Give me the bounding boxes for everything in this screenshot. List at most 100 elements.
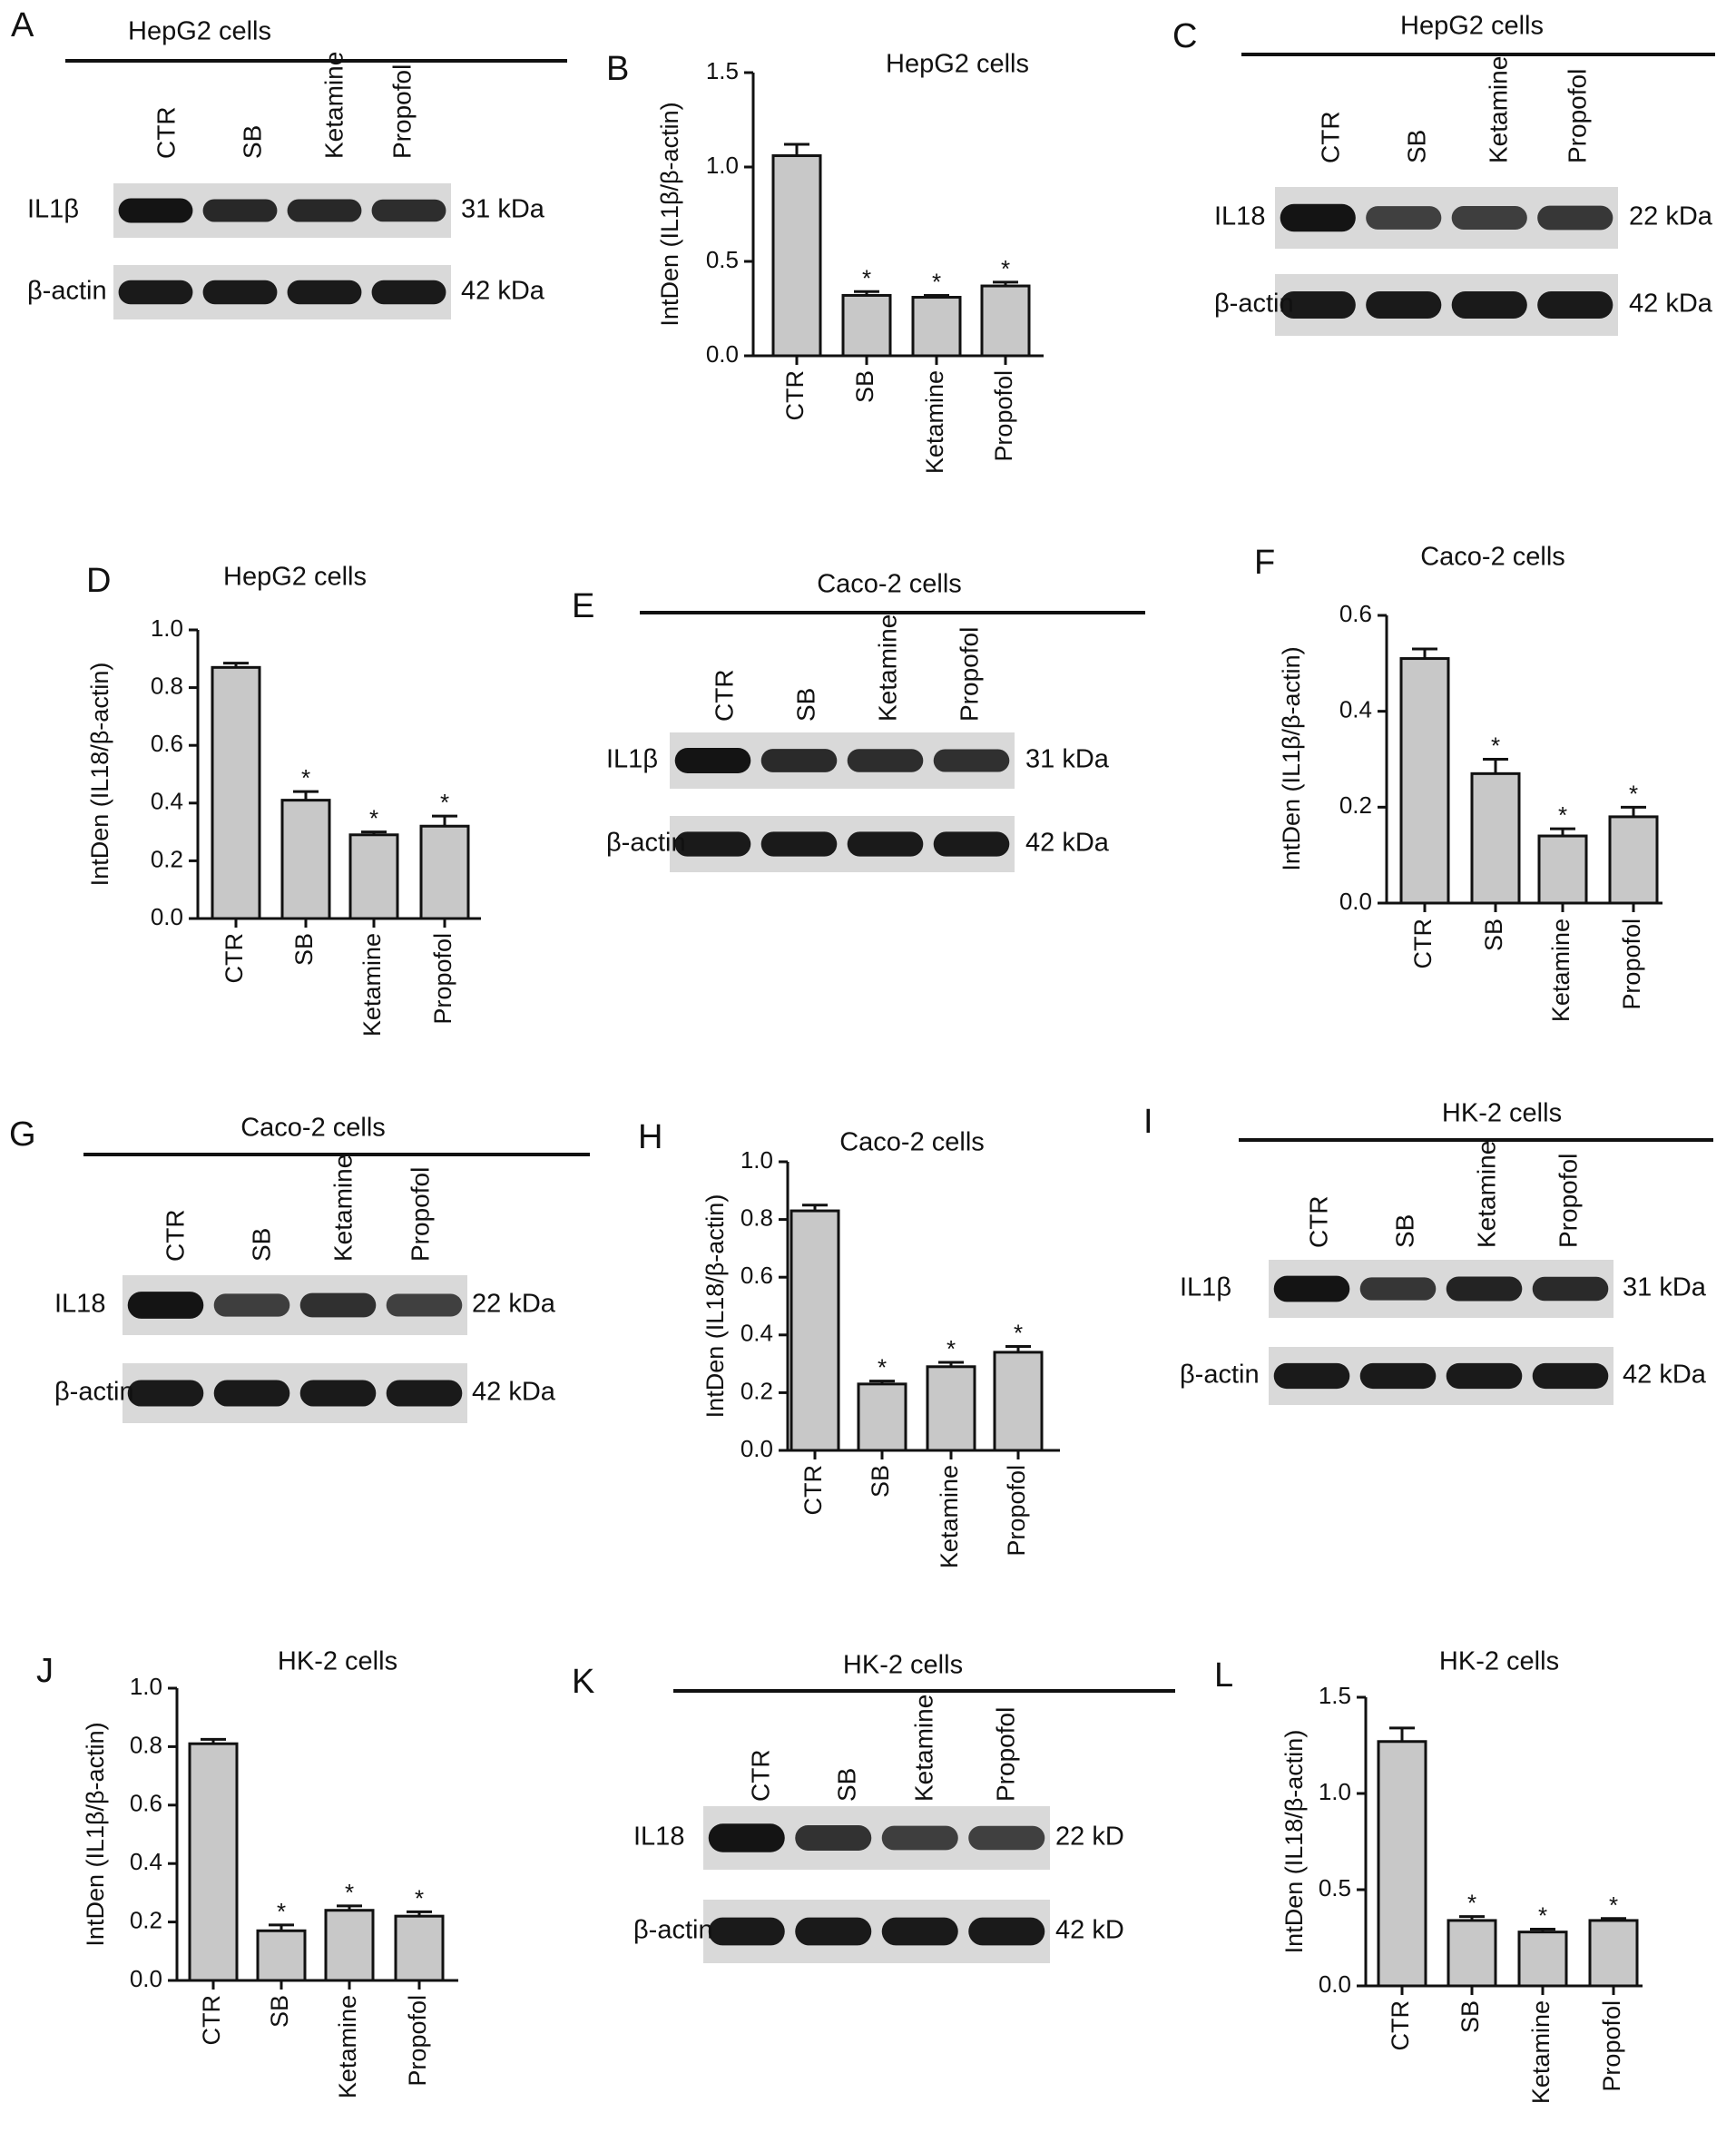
y-tick-label: 0.6 (130, 1790, 162, 1817)
significance-marker: * (862, 264, 871, 291)
lane-label: SB (238, 125, 266, 159)
bar (211, 665, 261, 920)
chart-panel-f: F Caco-2 cells 0.0 0.2 0.4 0.6 IntDen (IL1β/β-… (1254, 543, 1662, 1022)
category-label: Propofol (404, 1995, 431, 2087)
bar (1588, 1919, 1639, 1988)
panel-letter: A (11, 6, 34, 44)
lane-label: CTR (710, 669, 738, 722)
chart-panel-b: B HepG2 cells 0.0 0.5 1.0 1.5 IntDen (IL1β/β-a… (606, 50, 1044, 474)
y-tick-label: 0.4 (151, 788, 183, 815)
y-tick-label: 1.5 (1319, 1682, 1351, 1709)
category-label: CTR (1409, 919, 1437, 969)
category-label: SB (1456, 2000, 1484, 2033)
lane-label: Ketamine (1484, 56, 1512, 163)
panel-letter: J (36, 1652, 54, 1690)
y-tick-label: 0.6 (151, 730, 183, 757)
y-tick-label: 0.4 (1339, 696, 1372, 723)
significance-marker: * (440, 789, 449, 816)
blot-panel-a: A HepG2 cells CTR SB Ketamine Propofol IL1β 31 … (11, 6, 567, 319)
blot-band (213, 1293, 290, 1317)
category-label: Propofol (429, 933, 456, 1025)
blot-band (674, 748, 751, 773)
y-tick-label: 0.4 (130, 1848, 162, 1875)
panel-title: HK-2 cells (1442, 1099, 1562, 1128)
blot-band (1532, 1362, 1609, 1390)
chart-panel-h: H Caco-2 cells 0.0 0.2 0.4 0.6 0.8 1.0 IntDen (I… (638, 1118, 1060, 1568)
blot-band (933, 749, 1010, 772)
blot-band (127, 1292, 204, 1319)
row-label: β-actin (27, 277, 107, 306)
lane-label: SB (832, 1768, 860, 1802)
bar (1399, 657, 1450, 905)
panel-title: HepG2 cells (128, 17, 271, 46)
y-tick-label: 1.0 (740, 1146, 773, 1174)
blot-band (202, 280, 278, 305)
bar (419, 824, 470, 920)
blot-band (1366, 291, 1442, 319)
y-tick-label: 0.0 (151, 903, 183, 930)
blot-band (299, 1380, 377, 1407)
row-label: IL1β (1180, 1273, 1231, 1302)
blot-band (386, 1380, 463, 1407)
lane-label: CTR (1316, 111, 1344, 163)
panel-title: Caco-2 cells (817, 570, 962, 599)
panel-letter: I (1143, 1103, 1153, 1141)
molecular-weight: 31 kDa (1025, 745, 1110, 774)
category-label: CTR (1387, 2000, 1414, 2051)
blot-band (127, 1380, 204, 1407)
row-label: IL18 (1214, 202, 1265, 231)
category-label: CTR (198, 1995, 225, 2046)
lane-label: CTR (152, 106, 180, 159)
blot-band (118, 198, 193, 223)
bar (1377, 1740, 1427, 1988)
lane-label: CTR (746, 1749, 774, 1802)
blot-band (933, 831, 1010, 857)
blot-band (1451, 206, 1527, 230)
panel-letter: B (606, 50, 629, 88)
blot-band (202, 199, 278, 222)
lane-label: Ketamine (1472, 1141, 1500, 1248)
bar (256, 1929, 307, 1982)
blot-band (760, 831, 838, 857)
blot-band (881, 1917, 958, 1946)
blot-panel-i: I HK-2 cells CTR SB Ketamine Propofol IL1β 31 k… (1143, 1099, 1713, 1405)
category-label: Ketamine (1547, 919, 1574, 1022)
significance-marker: * (946, 1335, 956, 1362)
y-axis-label: IntDen (IL1β/β-actin) (82, 1722, 109, 1946)
molecular-weight: 22 kDa (1629, 202, 1713, 231)
panel-letter: C (1172, 17, 1197, 55)
y-tick-label: 0.8 (740, 1204, 773, 1231)
molecular-weight: 42 kDa (1623, 1361, 1707, 1390)
blot-band (1537, 291, 1613, 319)
molecular-weight: 42 kDa (1629, 290, 1713, 319)
panel-letter: F (1254, 544, 1275, 582)
lane-label: Ketamine (329, 1155, 357, 1262)
y-tick-label: 1.0 (1319, 1778, 1351, 1805)
lane-label: SB (1390, 1214, 1418, 1248)
chart-panel-j: J HK-2 cells 0.0 0.2 0.4 0.6 0.8 1.0 IntDen (IL1… (36, 1647, 458, 2098)
y-tick-label: 0.6 (740, 1262, 773, 1289)
significance-marker: * (1014, 1320, 1023, 1347)
lane-label: CTR (161, 1209, 189, 1262)
chart-title: HepG2 cells (886, 50, 1029, 79)
category-label: Ketamine (1527, 2000, 1555, 2104)
bar (857, 1382, 907, 1452)
blot-band (287, 199, 362, 222)
chart-panel-l: L HK-2 cells 0.0 0.5 1.0 1.5 IntDen (IL18/β-ac… (1214, 1647, 1643, 2104)
blot-band (299, 1292, 377, 1318)
blot-band (386, 1293, 463, 1317)
row-label: IL1β (606, 745, 658, 774)
row-label: IL18 (54, 1290, 105, 1319)
significance-marker: * (1609, 1891, 1618, 1919)
lane-label: SB (1402, 130, 1430, 163)
y-tick-label: 0.0 (1319, 1970, 1351, 1998)
category-label: CTR (799, 1465, 827, 1516)
blot-band (847, 749, 924, 772)
category-label: Ketamine (334, 1995, 361, 2098)
blot-band (118, 280, 193, 305)
bar (1470, 771, 1521, 905)
blot-band (213, 1380, 290, 1407)
blot-band (1359, 1277, 1437, 1301)
lane-label: Ketamine (319, 52, 348, 159)
